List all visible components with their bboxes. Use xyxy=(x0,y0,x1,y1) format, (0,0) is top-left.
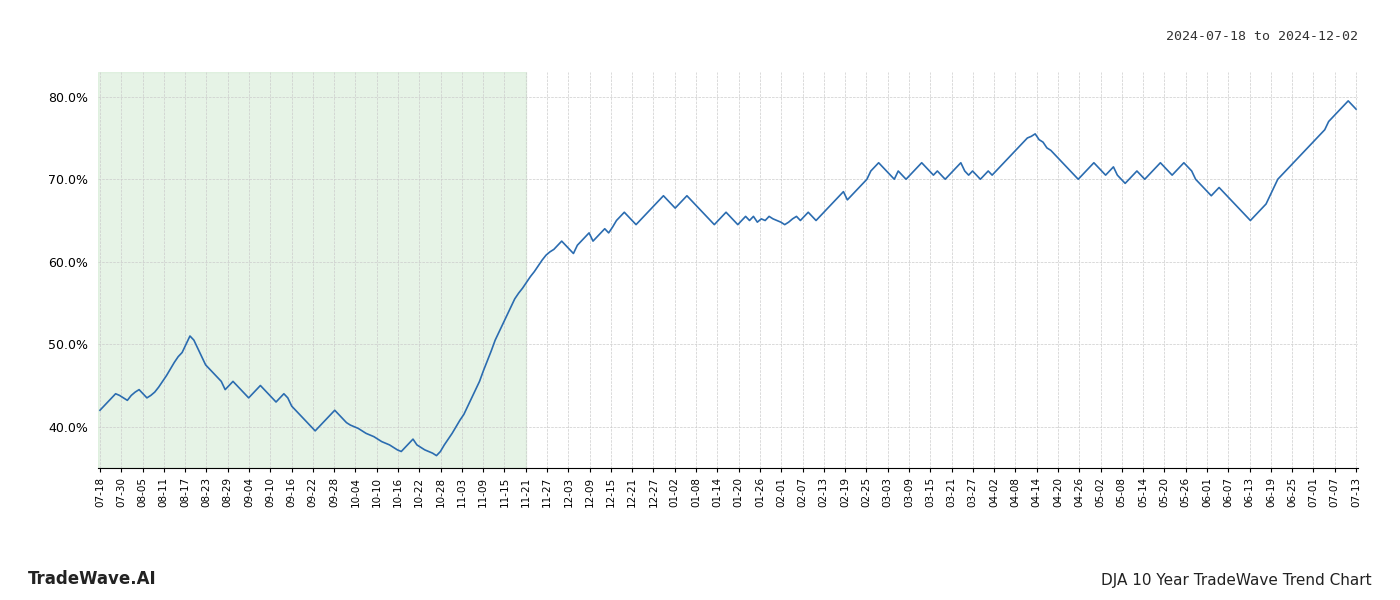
Text: 2024-07-18 to 2024-12-02: 2024-07-18 to 2024-12-02 xyxy=(1166,30,1358,43)
Text: DJA 10 Year TradeWave Trend Chart: DJA 10 Year TradeWave Trend Chart xyxy=(1102,573,1372,588)
Text: TradeWave.AI: TradeWave.AI xyxy=(28,570,157,588)
Bar xyxy=(98,72,526,468)
